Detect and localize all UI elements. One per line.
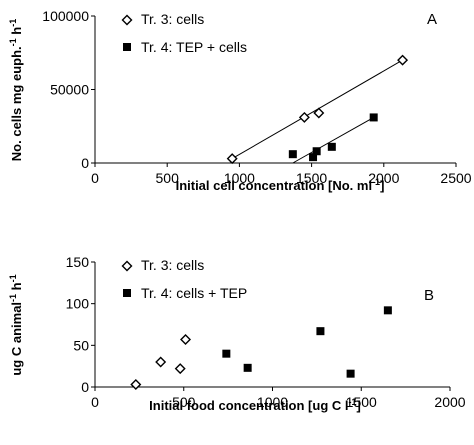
y-tick-label: 50000 <box>50 82 89 98</box>
x-tick-label: 0 <box>91 394 99 410</box>
legend-marker <box>121 260 133 272</box>
data-point-series-2 <box>369 113 378 122</box>
data-point-series-2 <box>222 349 231 358</box>
panel-label: A <box>427 11 437 28</box>
data-point-series-2 <box>346 369 355 378</box>
x-tick-label: 2500 <box>440 170 471 186</box>
legend-label: Tr. 4: TEP + cells <box>141 39 247 55</box>
y-tick-label: 0 <box>81 379 89 395</box>
data-point-series-2 <box>312 147 321 156</box>
data-point-series-2 <box>316 327 325 336</box>
data-point-series-2 <box>327 142 336 151</box>
data-point-series-2 <box>383 306 392 315</box>
legend-marker <box>123 43 131 51</box>
data-point-series-1 <box>155 356 167 368</box>
data-point-series-2 <box>288 150 297 159</box>
x-tick-label: 1000 <box>257 394 288 410</box>
y-tick-label: 0 <box>81 155 89 171</box>
x-tick-label: 1500 <box>296 170 327 186</box>
panel-a: 0 500 1000 1500 2000 2500 0 50000 100000 Tr. 3: c… <box>8 8 472 193</box>
x-tick-label: 1000 <box>224 170 255 186</box>
panel-b: 0 500 1000 1500 2000 0 50 100 150 Tr. 3: cells Tr.… <box>8 254 466 413</box>
y-tick-label: 100 <box>66 296 90 312</box>
y-tick-label: 50 <box>73 337 89 353</box>
x-tick-label: 1500 <box>346 394 377 410</box>
panel-label: B <box>424 287 434 304</box>
y-tick-label: 150 <box>66 254 90 270</box>
x-tick-label: 0 <box>91 170 99 186</box>
data-point-series-1 <box>226 153 238 165</box>
legend-label: Tr. 3: cells <box>141 257 204 273</box>
y-tick-label: 100000 <box>42 8 89 24</box>
data-point-series-1 <box>298 111 310 123</box>
legend-marker <box>121 14 133 26</box>
data-point-series-2 <box>243 363 252 372</box>
data-point-series-1 <box>180 334 192 345</box>
x-tick-label: 2000 <box>368 170 399 186</box>
x-axis-title: Initial cell concentration [No. ml-1] <box>176 177 385 193</box>
x-tick-label: 500 <box>156 170 180 186</box>
data-point-series-1 <box>313 107 325 119</box>
data-point-series-1 <box>130 379 142 390</box>
y-axis-title: ug C animal-1 h-1 <box>8 274 24 375</box>
y-axis-title: No. cells mg euph.-1 h-1 <box>8 19 24 161</box>
fit-line-series-2 <box>292 116 374 164</box>
data-point-series-1 <box>174 363 186 375</box>
x-tick-label: 500 <box>172 394 196 410</box>
x-axis-title: Initial food concentration [ug C l-1] <box>149 397 361 413</box>
legend-label: Tr. 4: cells + TEP <box>141 285 247 301</box>
data-point-series-2 <box>309 153 318 162</box>
data-point-series-1 <box>397 54 409 66</box>
x-tick-label: 2000 <box>434 394 465 410</box>
legend-marker <box>123 289 131 297</box>
legend-label: Tr. 3: cells <box>141 11 204 27</box>
